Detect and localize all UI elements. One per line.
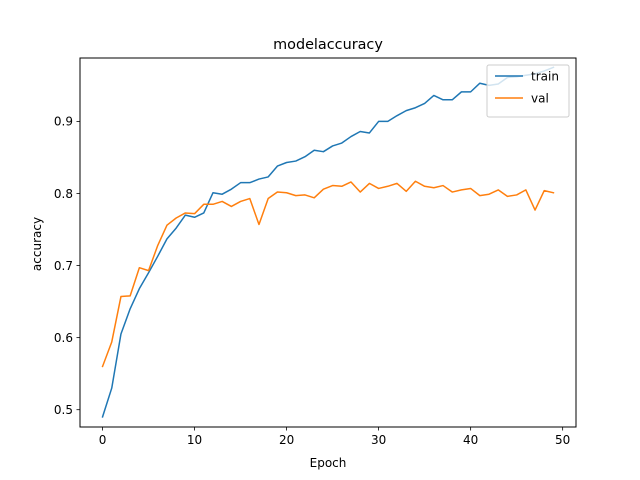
y-tick-label: 0.9: [54, 115, 73, 129]
y-axis-ticks: 0.5 0.6 0.7 0.8 0.9: [54, 115, 80, 417]
legend-label-train: train: [531, 69, 559, 83]
series-line-train: [101, 66, 555, 418]
y-tick-label: 0.6: [54, 331, 73, 345]
legend-box: [486, 64, 570, 118]
y-tick-label: 0.5: [54, 403, 73, 417]
legend-label-val: val: [531, 91, 549, 105]
x-tick-label: 20: [279, 433, 294, 447]
plot-frame: [79, 57, 577, 428]
x-tick-label: 40: [463, 433, 478, 447]
x-tick-label: 50: [555, 433, 570, 447]
x-tick-label: 30: [371, 433, 386, 447]
chart-title: modelaccuracy: [273, 37, 383, 53]
series-line-val: [101, 180, 555, 368]
x-axis-label: Epoch: [310, 456, 347, 470]
x-axis-ticks: 0 10 20 30 40 50: [99, 427, 570, 447]
series-layer: [101, 66, 555, 418]
x-tick-label: 0: [99, 433, 107, 447]
y-tick-label: 0.7: [54, 259, 73, 273]
legend: train val: [486, 64, 570, 118]
x-tick-label: 10: [187, 433, 202, 447]
y-tick-label: 0.8: [54, 187, 73, 201]
y-axis-label: accuracy: [30, 217, 44, 271]
